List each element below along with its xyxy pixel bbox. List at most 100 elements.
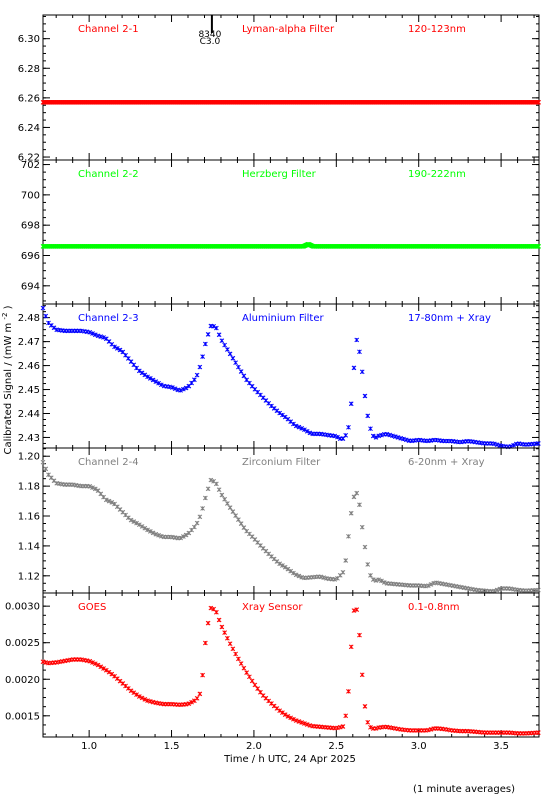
data-point [354, 337, 360, 343]
data-point [535, 441, 541, 446]
data-point [203, 495, 208, 501]
data-point [205, 620, 211, 626]
data-point [293, 423, 299, 429]
data-point [145, 527, 150, 533]
y-tick-label: 2.45 [18, 385, 40, 396]
data-point [156, 532, 161, 538]
data-point [368, 426, 373, 432]
data-point [357, 502, 362, 508]
data-point [227, 641, 233, 647]
data-point [194, 520, 200, 526]
y-tick-label: 702 [21, 160, 40, 171]
data-point [90, 485, 95, 491]
data-point [200, 354, 205, 360]
filter-label: Xray Sensor [242, 602, 303, 613]
data-point [332, 577, 338, 582]
data-point [340, 569, 346, 575]
marker-label-2: C3.0 [200, 37, 221, 47]
panels-group: 6.22 6.24 6.26 6.28 6.30 Channel 2-1 Lyman-alp… [5, 14, 542, 738]
data-point [535, 587, 541, 593]
data-point [230, 646, 236, 652]
filter-label: Lyman-alpha Filter [242, 24, 335, 35]
data-point [293, 572, 299, 578]
data-point [351, 494, 357, 500]
data-point [147, 529, 153, 534]
data-point [178, 388, 183, 393]
data-point [296, 424, 302, 430]
data-point [136, 522, 142, 528]
data-point [128, 688, 134, 694]
data-point [101, 666, 106, 671]
data-point [222, 496, 227, 502]
data-point [103, 497, 109, 503]
data-point [359, 369, 365, 375]
data-point [183, 385, 189, 391]
data-point [348, 510, 354, 516]
data-point [238, 661, 244, 666]
data-point [134, 692, 139, 697]
y-tick-label: 6.26 [18, 93, 40, 104]
y-tick-label: 0.0020 [5, 675, 40, 686]
channel-label: Channel 2-1 [78, 24, 139, 35]
data-point [362, 393, 368, 399]
panel-frame [42, 303, 540, 449]
filter-label: Aluminium Filter [242, 313, 325, 324]
data-point [90, 331, 95, 336]
data-point [351, 365, 357, 371]
panel-5: 0.0015 0.0020 0.0025 0.0030 GOES Xray Sensor 0… [5, 592, 541, 738]
y-tick-label: 698 [21, 221, 40, 232]
data-point [536, 244, 542, 249]
series-4 [40, 459, 541, 594]
data-point [255, 686, 261, 691]
data-point [230, 509, 236, 514]
panel-1: 6.22 6.24 6.26 6.28 6.30 Channel 2-1 Lyman-alp… [18, 14, 542, 164]
data-point [332, 433, 338, 439]
data-point [285, 566, 291, 572]
data-point [403, 437, 409, 443]
data-point [241, 373, 247, 379]
data-point [362, 703, 368, 709]
data-point [139, 695, 145, 701]
y-tick-label: 694 [21, 281, 40, 292]
data-point [208, 477, 214, 483]
data-point [299, 720, 305, 725]
data-point [354, 607, 360, 613]
data-point [150, 530, 156, 536]
data-point [95, 333, 101, 339]
data-point [87, 484, 93, 489]
data-point [214, 325, 219, 331]
data-point [192, 377, 197, 383]
data-point [362, 544, 368, 550]
x-tick-label: 2.5 [328, 741, 344, 752]
data-point [343, 432, 349, 438]
data-point [291, 421, 296, 427]
data-point [392, 434, 398, 439]
data-point [343, 713, 349, 719]
x-tick-label: 3.5 [493, 741, 509, 752]
data-point [491, 441, 497, 447]
data-point [225, 635, 230, 641]
x-tick-label: 3.0 [411, 741, 427, 752]
data-point [214, 481, 219, 487]
data-point [379, 432, 384, 438]
data-point [40, 659, 46, 665]
data-point [200, 506, 205, 511]
data-point [401, 436, 406, 442]
data-point [346, 533, 351, 539]
channel-label: Channel 2-4 [78, 457, 139, 468]
data-point [219, 338, 225, 344]
data-point [205, 486, 211, 492]
data-point [357, 632, 362, 638]
data-point [40, 459, 46, 465]
panel-3: 2.43 2.44 2.45 2.46 2.47 2.48 Channel 2-3 Alumi… [18, 303, 541, 450]
data-point [236, 656, 241, 662]
data-point [365, 719, 371, 725]
channel-label: GOES [78, 602, 106, 613]
data-point [233, 513, 238, 518]
data-point [282, 564, 288, 570]
channel-label: Channel 2-2 [78, 169, 139, 180]
data-point [376, 433, 382, 439]
data-point [222, 630, 227, 635]
band-label: 0.1-0.8nm [408, 602, 460, 613]
